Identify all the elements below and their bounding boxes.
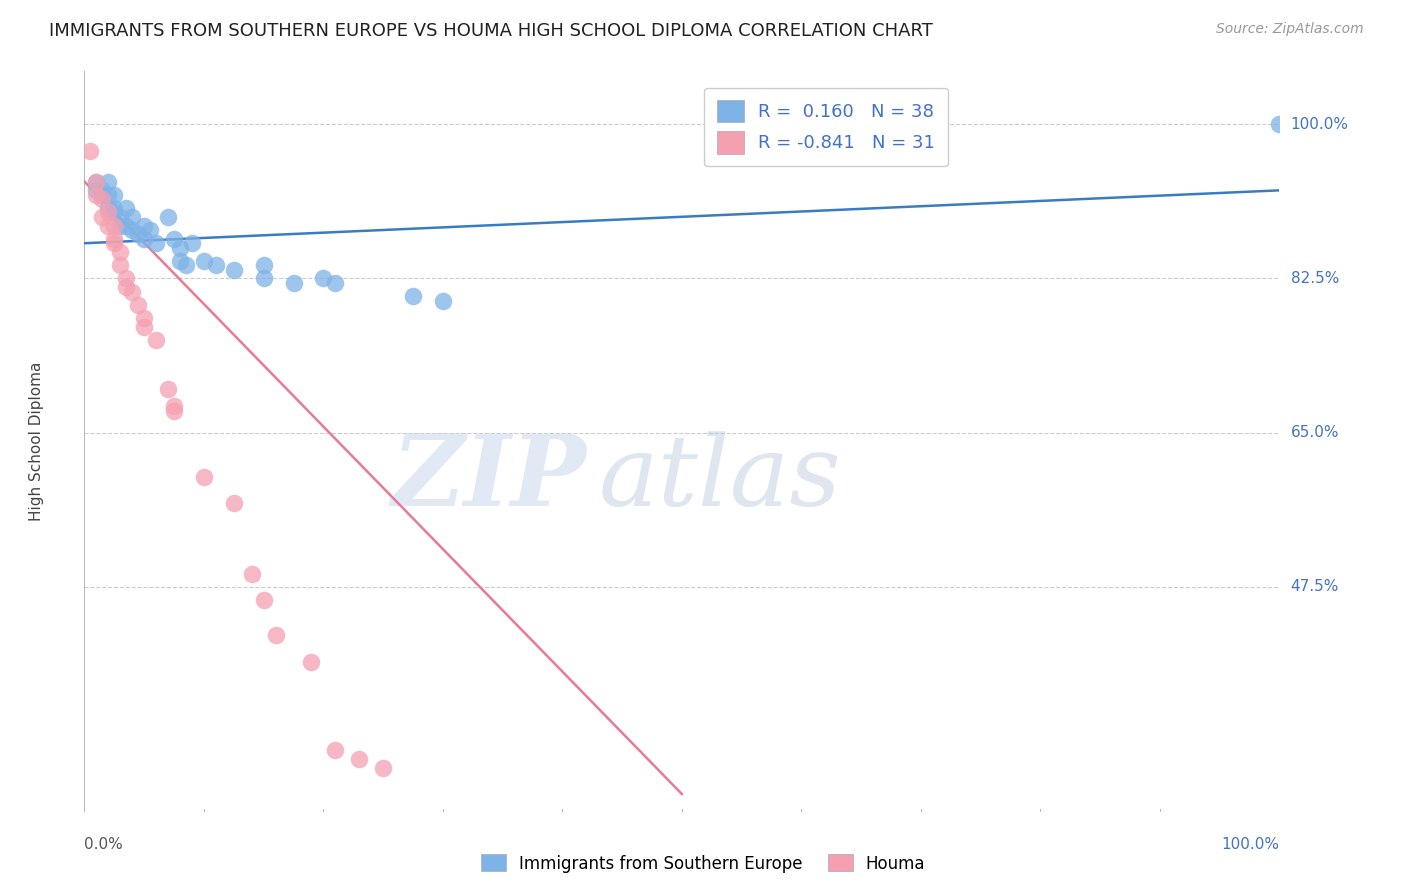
Point bbox=[115, 271, 138, 285]
Point bbox=[193, 253, 215, 268]
Point bbox=[301, 655, 323, 669]
Point bbox=[121, 285, 143, 299]
Text: ZIP: ZIP bbox=[391, 430, 586, 527]
Point bbox=[157, 210, 180, 224]
Point bbox=[163, 232, 186, 246]
Point bbox=[115, 201, 138, 215]
Point bbox=[86, 175, 108, 189]
Point bbox=[97, 201, 120, 215]
Point bbox=[325, 743, 347, 757]
Point bbox=[181, 236, 204, 251]
Text: 65.0%: 65.0% bbox=[1291, 425, 1339, 441]
Point bbox=[169, 253, 191, 268]
Point bbox=[86, 187, 108, 202]
Point bbox=[110, 258, 132, 272]
Point bbox=[240, 566, 263, 581]
Point bbox=[127, 298, 149, 312]
Legend: Immigrants from Southern Europe, Houma: Immigrants from Southern Europe, Houma bbox=[474, 847, 932, 880]
Point bbox=[132, 232, 156, 246]
Point bbox=[115, 219, 138, 233]
Point bbox=[1268, 117, 1291, 131]
Point bbox=[169, 241, 191, 255]
Text: High School Diploma: High School Diploma bbox=[30, 362, 44, 521]
Point bbox=[132, 219, 156, 233]
Point bbox=[373, 761, 395, 775]
Point bbox=[325, 276, 347, 290]
Point bbox=[312, 271, 335, 285]
Point bbox=[145, 333, 167, 347]
Text: 100.0%: 100.0% bbox=[1222, 837, 1279, 852]
Point bbox=[97, 175, 120, 189]
Point bbox=[127, 227, 149, 242]
Point bbox=[174, 258, 197, 272]
Point bbox=[205, 258, 228, 272]
Text: atlas: atlas bbox=[599, 431, 841, 526]
Point bbox=[103, 219, 125, 233]
Text: 47.5%: 47.5% bbox=[1291, 580, 1339, 594]
Point bbox=[97, 205, 120, 219]
Point bbox=[132, 320, 156, 334]
Point bbox=[349, 752, 371, 766]
Point bbox=[222, 262, 245, 277]
Point bbox=[103, 187, 125, 202]
Point bbox=[264, 628, 287, 642]
Point bbox=[110, 245, 132, 260]
Point bbox=[163, 403, 186, 417]
Point bbox=[253, 258, 276, 272]
Point bbox=[432, 293, 454, 308]
Point bbox=[157, 382, 180, 396]
Text: 0.0%: 0.0% bbox=[84, 837, 124, 852]
Point bbox=[115, 280, 138, 294]
Point bbox=[91, 192, 114, 206]
Point bbox=[86, 183, 108, 197]
Point bbox=[103, 232, 125, 246]
Text: IMMIGRANTS FROM SOUTHERN EUROPE VS HOUMA HIGH SCHOOL DIPLOMA CORRELATION CHART: IMMIGRANTS FROM SOUTHERN EUROPE VS HOUMA… bbox=[49, 22, 934, 40]
Point bbox=[91, 183, 114, 197]
Text: 82.5%: 82.5% bbox=[1291, 271, 1339, 286]
Point bbox=[283, 276, 305, 290]
Point bbox=[121, 223, 143, 237]
Point bbox=[110, 210, 132, 224]
Legend: R =  0.160   N = 38, R = -0.841   N = 31: R = 0.160 N = 38, R = -0.841 N = 31 bbox=[704, 87, 948, 166]
Point bbox=[103, 201, 125, 215]
Point bbox=[193, 470, 215, 484]
Point bbox=[402, 289, 425, 303]
Point bbox=[103, 236, 125, 251]
Point bbox=[110, 219, 132, 233]
Point bbox=[222, 496, 245, 510]
Point bbox=[79, 144, 101, 158]
Point bbox=[145, 236, 167, 251]
Point bbox=[121, 210, 143, 224]
Point bbox=[132, 311, 156, 326]
Point bbox=[91, 210, 114, 224]
Point bbox=[103, 205, 125, 219]
Text: Source: ZipAtlas.com: Source: ZipAtlas.com bbox=[1216, 22, 1364, 37]
Point bbox=[139, 223, 162, 237]
Point bbox=[163, 399, 186, 413]
Point bbox=[91, 187, 114, 202]
Point bbox=[86, 175, 108, 189]
Point bbox=[97, 219, 120, 233]
Text: 100.0%: 100.0% bbox=[1291, 117, 1348, 132]
Point bbox=[253, 593, 276, 607]
Point bbox=[253, 271, 276, 285]
Point bbox=[97, 187, 120, 202]
